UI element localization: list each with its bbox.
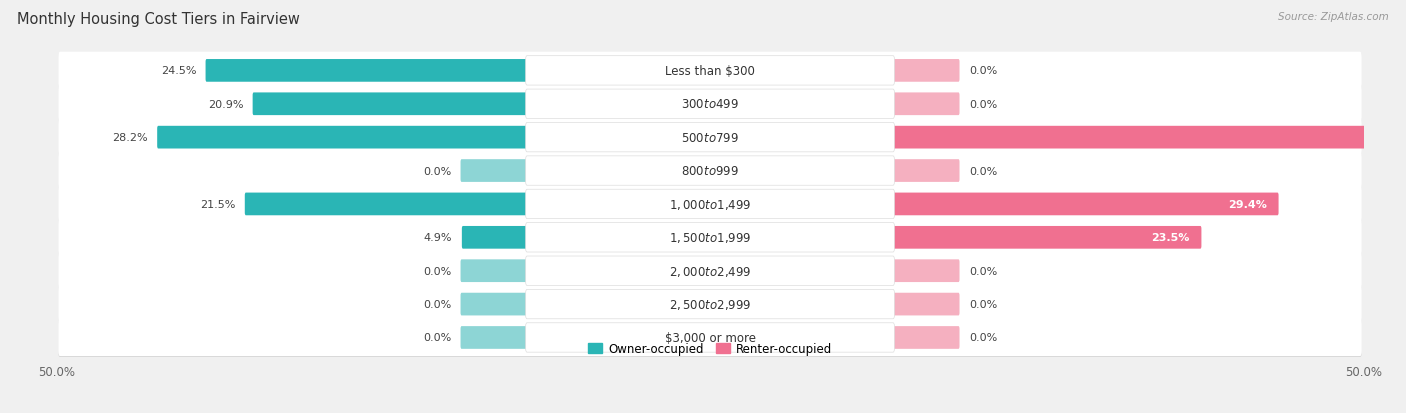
FancyBboxPatch shape [526,57,894,86]
FancyBboxPatch shape [205,60,529,83]
Text: 21.5%: 21.5% [200,199,235,209]
FancyBboxPatch shape [526,190,894,219]
Text: $800 to $999: $800 to $999 [681,165,740,178]
FancyBboxPatch shape [58,319,1362,356]
Text: $2,500 to $2,999: $2,500 to $2,999 [669,297,751,311]
FancyBboxPatch shape [58,52,1362,90]
FancyBboxPatch shape [891,226,1201,249]
FancyBboxPatch shape [58,87,1362,124]
Text: $1,000 to $1,499: $1,000 to $1,499 [669,197,751,211]
FancyBboxPatch shape [245,193,529,216]
Text: 23.5%: 23.5% [1152,233,1189,243]
FancyBboxPatch shape [891,293,959,316]
FancyBboxPatch shape [461,293,529,316]
FancyBboxPatch shape [461,326,529,349]
Text: $2,000 to $2,499: $2,000 to $2,499 [669,264,751,278]
FancyBboxPatch shape [58,152,1362,190]
Text: $3,000 or more: $3,000 or more [665,331,755,344]
FancyBboxPatch shape [526,123,894,152]
FancyBboxPatch shape [461,160,529,183]
Text: 4.9%: 4.9% [425,233,453,243]
FancyBboxPatch shape [891,126,1406,149]
Text: 0.0%: 0.0% [969,299,997,309]
FancyBboxPatch shape [891,93,959,116]
FancyBboxPatch shape [891,260,959,282]
FancyBboxPatch shape [526,256,894,286]
Text: 0.0%: 0.0% [423,333,451,343]
FancyBboxPatch shape [253,93,529,116]
FancyBboxPatch shape [157,126,529,149]
FancyBboxPatch shape [58,286,1362,323]
FancyBboxPatch shape [58,286,1362,324]
FancyBboxPatch shape [891,160,959,183]
FancyBboxPatch shape [58,252,1362,290]
FancyBboxPatch shape [461,226,529,249]
FancyBboxPatch shape [526,323,894,352]
FancyBboxPatch shape [58,153,1362,190]
Text: Less than $300: Less than $300 [665,65,755,78]
Text: 24.5%: 24.5% [160,66,197,76]
FancyBboxPatch shape [461,260,529,282]
Text: $1,500 to $1,999: $1,500 to $1,999 [669,231,751,245]
Text: 0.0%: 0.0% [969,100,997,109]
FancyBboxPatch shape [891,60,959,83]
FancyBboxPatch shape [526,157,894,186]
Text: 0.0%: 0.0% [423,299,451,309]
Text: $500 to $799: $500 to $799 [681,131,740,144]
FancyBboxPatch shape [58,219,1362,256]
FancyBboxPatch shape [58,86,1362,123]
FancyBboxPatch shape [58,53,1362,90]
Text: 0.0%: 0.0% [423,166,451,176]
FancyBboxPatch shape [58,253,1362,290]
FancyBboxPatch shape [58,320,1362,357]
Text: 29.4%: 29.4% [1229,199,1267,209]
FancyBboxPatch shape [891,326,959,349]
Text: 20.9%: 20.9% [208,100,243,109]
FancyBboxPatch shape [526,90,894,119]
Text: $300 to $499: $300 to $499 [681,98,740,111]
Legend: Owner-occupied, Renter-occupied: Owner-occupied, Renter-occupied [583,337,837,360]
FancyBboxPatch shape [526,223,894,252]
FancyBboxPatch shape [58,220,1362,257]
Text: 28.2%: 28.2% [112,133,148,143]
Text: 0.0%: 0.0% [969,266,997,276]
FancyBboxPatch shape [58,186,1362,224]
Text: Source: ZipAtlas.com: Source: ZipAtlas.com [1278,12,1389,22]
Text: 0.0%: 0.0% [969,166,997,176]
Text: 0.0%: 0.0% [969,333,997,343]
Text: 0.0%: 0.0% [423,266,451,276]
FancyBboxPatch shape [58,120,1362,157]
FancyBboxPatch shape [58,186,1362,223]
Text: 0.0%: 0.0% [969,66,997,76]
Text: Monthly Housing Cost Tiers in Fairview: Monthly Housing Cost Tiers in Fairview [17,12,299,27]
FancyBboxPatch shape [891,193,1278,216]
FancyBboxPatch shape [526,290,894,319]
FancyBboxPatch shape [58,119,1362,157]
